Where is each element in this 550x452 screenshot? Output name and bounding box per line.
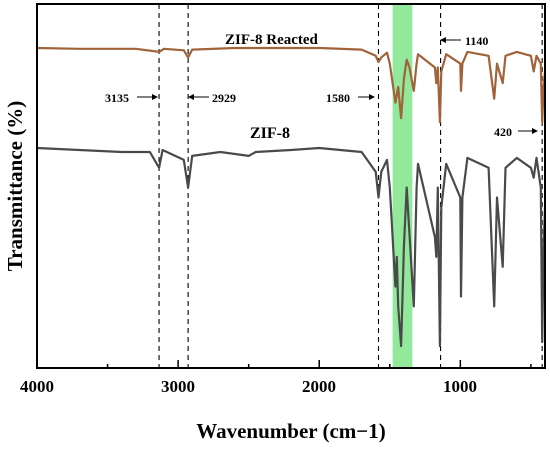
series-label-zif8-reacted: ZIF-8 Reacted: [225, 32, 319, 48]
annotation-420: 420: [494, 125, 512, 139]
x-axis-ticks: [36, 360, 532, 368]
annotation-2929: 2929: [212, 91, 236, 105]
x-axis-title: Wavenumber (cm−1): [196, 419, 385, 443]
arrow-1580: [358, 94, 375, 100]
annotation-arrows: [137, 37, 538, 134]
x-tick-label-2000: 2000: [302, 377, 336, 396]
plot-frame: [36, 3, 546, 369]
arrow-3135: [137, 94, 158, 100]
arrow-420: [518, 128, 538, 134]
x-tick-label-1000: 1000: [443, 377, 477, 396]
x-tick-label-4000: 4000: [20, 377, 54, 396]
annotation-1580: 1580: [326, 91, 350, 105]
annotation-3135: 3135: [105, 91, 129, 105]
arrow-2929: [188, 94, 209, 100]
reference-lines: [158, 4, 543, 368]
series-line-zif8: [36, 146, 547, 348]
series-line-zif8-reacted: [36, 46, 547, 124]
y-axis-title: Transmittance (%): [3, 101, 27, 272]
x-tick-label-3000: 3000: [161, 377, 195, 396]
series-group: [36, 46, 547, 348]
annotation-1140: 1140: [465, 34, 488, 48]
series-label-zif8: ZIF-8: [250, 125, 290, 142]
arrow-1140: [440, 37, 461, 43]
